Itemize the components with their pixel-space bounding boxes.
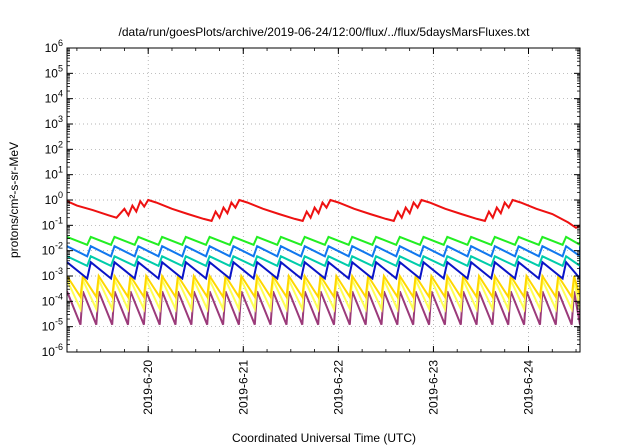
series-line-2 bbox=[67, 235, 580, 247]
y-tick-label: 10-2 bbox=[42, 241, 63, 258]
y-tick-label: 102 bbox=[45, 139, 63, 156]
series-line-1 bbox=[67, 198, 580, 229]
series-line-5 bbox=[67, 260, 580, 281]
y-tick-label: 101 bbox=[45, 165, 63, 182]
y-tick-label: 10-3 bbox=[42, 266, 63, 283]
y-tick-label: 105 bbox=[45, 63, 63, 80]
chart-title: /data/run/goesPlots/archive/2019-06-24/1… bbox=[119, 25, 531, 39]
x-axis-label: Coordinated Universal Time (UTC) bbox=[232, 431, 416, 445]
x-tick-label: 2019-6-23 bbox=[426, 360, 440, 415]
series-line-4 bbox=[67, 254, 580, 268]
y-tick-label: 10-5 bbox=[42, 317, 63, 334]
y-tick-label: 10-1 bbox=[42, 215, 63, 232]
series-line-3 bbox=[67, 244, 580, 258]
x-tick-label: 2019-6-20 bbox=[141, 360, 155, 415]
x-tick-label: 2019-6-22 bbox=[331, 360, 345, 415]
y-tick-label: 106 bbox=[45, 38, 63, 55]
series-lines bbox=[67, 198, 580, 326]
x-tick-label: 2019-6-21 bbox=[236, 360, 250, 415]
y-tick-label: 103 bbox=[45, 114, 63, 131]
grid-lines bbox=[67, 48, 580, 352]
y-tick-label: 10-4 bbox=[42, 291, 63, 308]
series-line-6 bbox=[67, 273, 580, 300]
y-axis-label: protons/cm²-s-sr-MeV bbox=[7, 142, 21, 258]
x-tick-label: 2019-6-24 bbox=[522, 360, 536, 415]
y-tick-label: 10-6 bbox=[42, 342, 63, 359]
y-tick-label: 100 bbox=[45, 190, 63, 207]
x-axis: 2019-6-20 2019-6-21 2019-6-22 2019-6-23 2019… bbox=[76, 48, 577, 415]
y-tick-label: 104 bbox=[45, 89, 63, 106]
